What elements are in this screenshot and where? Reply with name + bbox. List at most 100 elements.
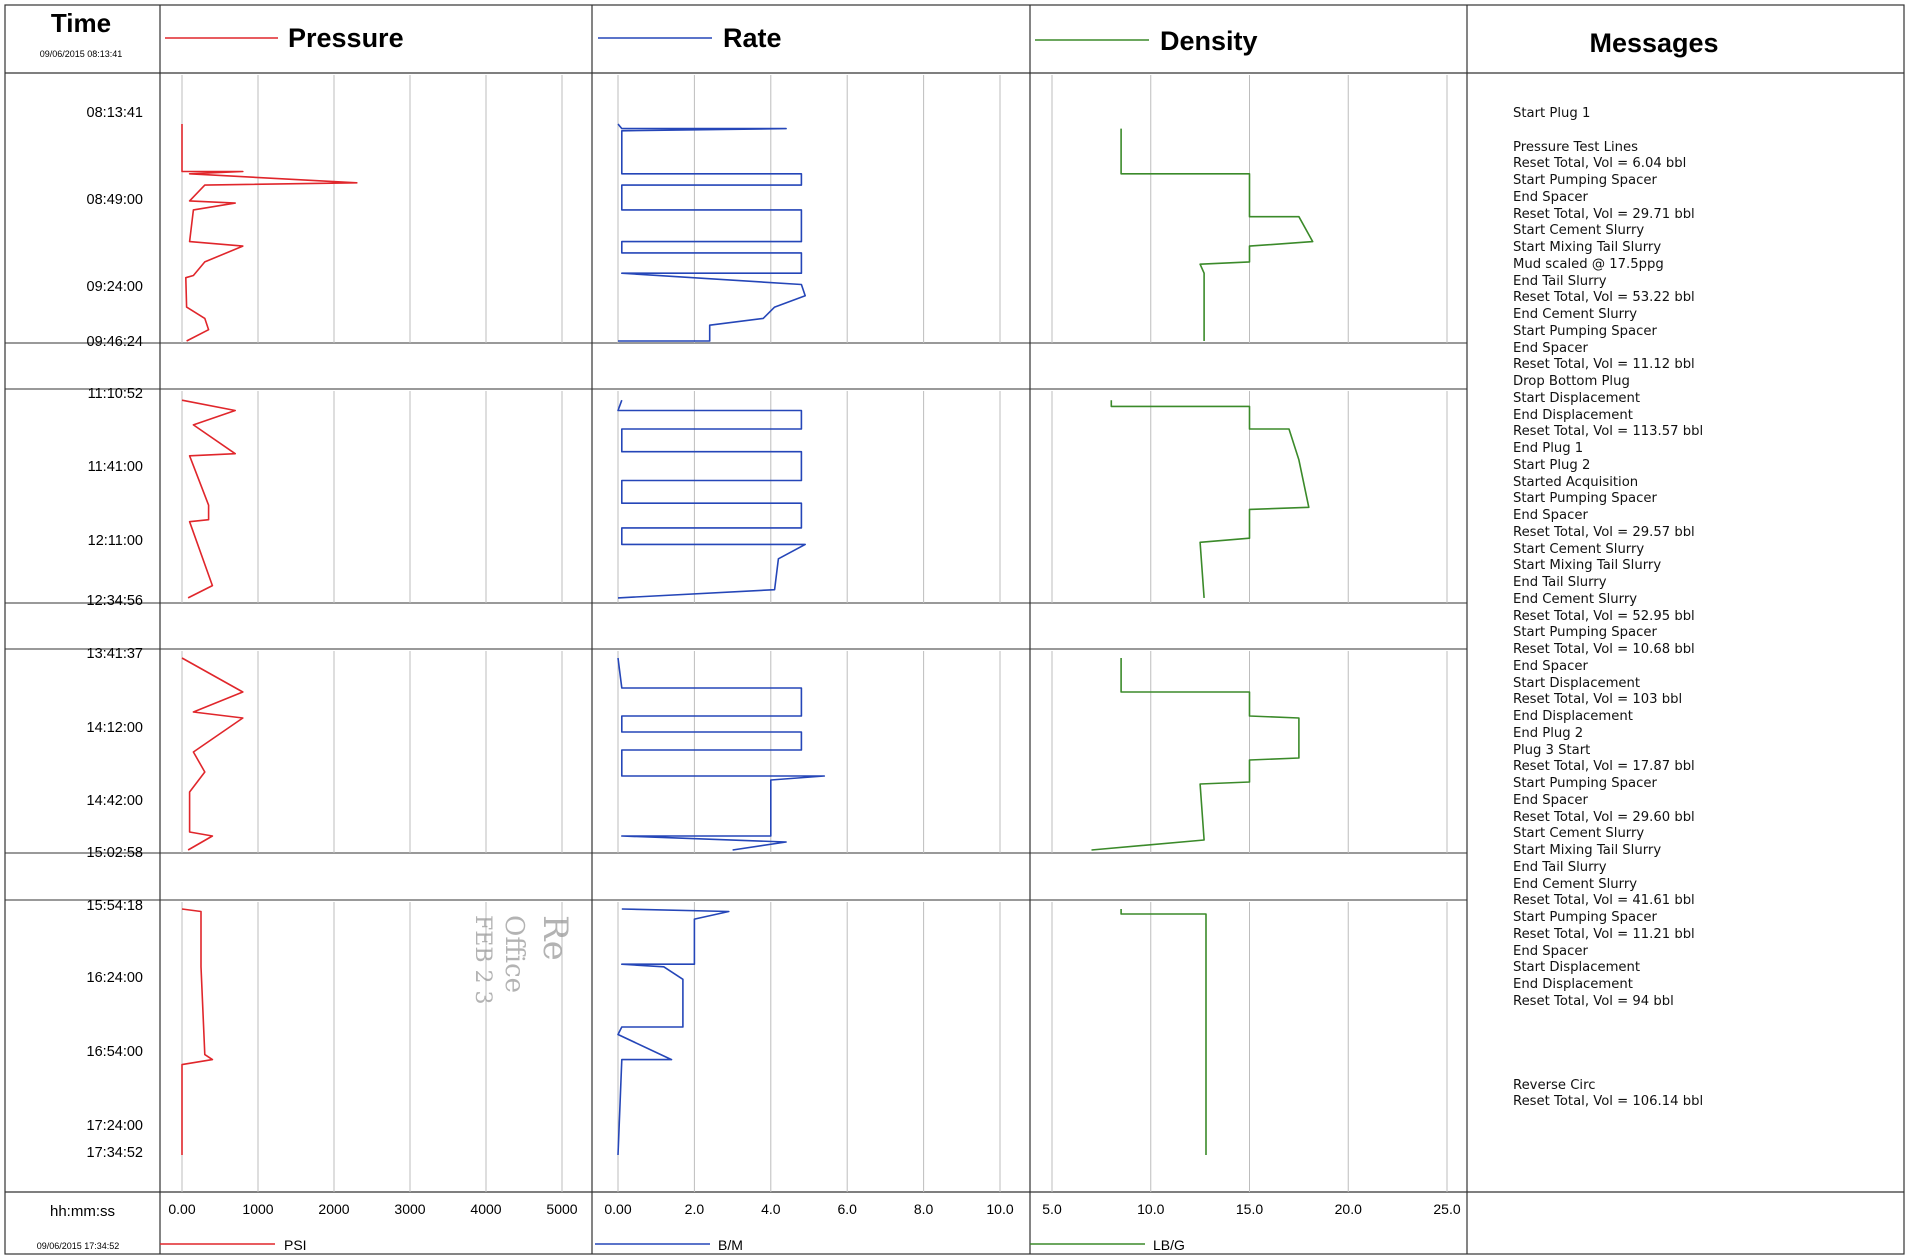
message-line: Reset Total, Vol = 103 bbl [1513,692,1683,708]
time-label: 11:41:00 [88,459,143,475]
message-line [1513,123,1873,140]
time-label: 16:54:00 [87,1044,143,1060]
message-line: Reset Total, Vol = 10.68 bbl [1513,642,1695,657]
time-label: 14:12:00 [87,720,143,736]
message-line: Start Mixing Tail Slurry [1513,843,1662,858]
time-label: 12:11:00 [88,533,143,549]
message-line: Start Pumping Spacer [1513,625,1657,641]
time-label: 17:24:00 [87,1118,143,1134]
density-trace [1091,658,1300,851]
message-line: End Cement Slurry [1513,307,1638,322]
footer-time-format: hh:mm:ss [50,1203,115,1220]
message-line: End Plug 2 [1513,725,1584,741]
message-line: Start Plug 1 [1513,106,1591,121]
x-axis-tick-labels: 0.00 1000 2000 3000 4000 5000 0.00 2.0 4.0 6.0 8.0… [168,1201,1460,1217]
message-line: End Displacement [1513,977,1633,992]
time-label: 17:34:52 [87,1145,143,1161]
message-line: Reset Total, Vol = 53.22 bbl [1513,290,1695,306]
x-tick-label: 5000 [546,1201,577,1217]
message-line: Mud scaled @ 17.5ppg [1513,256,1664,272]
x-tick-label: 4000 [470,1201,501,1217]
message-line: End Displacement [1513,709,1633,724]
message-line: End Plug 1 [1513,441,1584,456]
message-line: Reset Total, Vol = 6.04 bbl [1513,156,1687,172]
x-tick-label: 3000 [394,1201,425,1217]
message-line [1513,1011,1873,1028]
message-line: Reset Total, Vol = 113.57 bbl [1513,424,1704,440]
message-line: Reset Total, Vol = 106.14 bbl [1513,1094,1704,1110]
stamp-line-1: Re [535,915,575,961]
message-line: Reset Total, Vol = 41.61 bbl [1513,893,1695,909]
message-line: Reset Total, Vol = 11.12 bbl [1513,357,1695,373]
message-line: End Displacement [1513,407,1633,423]
x-tick-label: 8.0 [914,1201,934,1217]
x-tick-label: 0.00 [168,1201,195,1217]
x-tick-label: 0.00 [604,1201,631,1217]
message-line: Start Pumping Spacer [1513,776,1657,791]
message-line: Reset Total, Vol = 52.95 bbl [1513,608,1695,624]
message-line: End Cement Slurry [1513,591,1638,607]
footer-end-datetime: 09/06/2015 17:34:52 [37,1241,120,1251]
message-line: Started Acquisition [1513,474,1639,490]
pressure-trace [181,908,214,1155]
received-stamp: Re Office FEB 2 3 [375,915,575,1075]
message-line: Reset Total, Vol = 94 bbl [1513,993,1674,1009]
footer-density-unit: LB/G [1153,1237,1185,1253]
message-line: Pressure Test Lines [1513,139,1639,155]
time-label: 15:54:18 [87,898,143,914]
rate-trace [617,908,730,1156]
chart-frame [4,4,1905,1255]
x-tick-label: 20.0 [1335,1201,1362,1217]
time-label: 16:24:00 [87,970,143,986]
x-tick-label: 2000 [318,1201,349,1217]
message-line: Reverse Circ [1513,1077,1596,1093]
message-line: End Spacer [1513,189,1588,205]
message-line: End Tail Slurry [1513,575,1607,590]
message-line: Start Cement Slurry [1513,826,1645,842]
footer-rate-unit: B/M [718,1237,743,1253]
rate-trace [617,123,807,342]
message-line: End Tail Slurry [1513,273,1607,289]
x-tick-label: 6.0 [837,1201,857,1217]
time-label: 08:49:00 [87,192,143,208]
message-line: Start Displacement [1513,960,1641,976]
time-label: 09:46:24 [87,334,143,350]
time-label: 11:10:52 [88,386,143,402]
message-line: Start Pumping Spacer [1513,173,1657,188]
header-density-title: Density [1160,26,1258,56]
stamp-line-2: Office [499,915,529,994]
x-tick-label: 15.0 [1236,1201,1263,1217]
header-start-datetime: 09/06/2015 08:13:41 [40,49,123,59]
message-line: End Spacer [1513,792,1588,808]
message-line: Start Pumping Spacer [1513,491,1657,507]
grid-lines [181,75,1448,1192]
message-line: Start Displacement [1513,675,1641,691]
outer-border [4,4,1905,1255]
message-line: Plug 3 Start [1513,742,1591,758]
density-trace [1110,400,1310,598]
message-line: Start Plug 2 [1513,457,1591,473]
time-label: 13:41:37 [87,646,143,662]
time-label: 14:42:00 [87,793,143,809]
x-tick-label: 2.0 [685,1201,705,1217]
density-trace [1120,909,1207,1155]
rate-trace [617,657,826,851]
message-line: Start Pumping Spacer [1513,910,1657,925]
time-label: 09:24:00 [87,279,143,295]
pressure-trace [181,399,236,599]
x-tick-label: 10.0 [1137,1201,1164,1217]
time-label: 15:02:58 [87,845,143,861]
message-line: Reset Total, Vol = 17.87 bbl [1513,759,1695,775]
rate-trace [617,399,807,599]
time-axis-labels: 08:13:41 08:49:00 09:24:00 09:46:24 11:10:52… [87,105,143,1161]
time-label: 08:13:41 [87,105,143,121]
message-line: Reset Total, Vol = 11.21 bbl [1513,926,1695,942]
x-tick-label: 10.0 [986,1201,1013,1217]
message-line [1513,1061,1873,1078]
message-line: End Spacer [1513,943,1588,959]
message-line: Start Displacement [1513,390,1641,406]
stamp-line-3: FEB 2 3 [470,915,495,1005]
message-line: Start Mixing Tail Slurry [1513,240,1662,255]
density-trace [1120,128,1314,341]
message-line: End Spacer [1513,340,1588,356]
